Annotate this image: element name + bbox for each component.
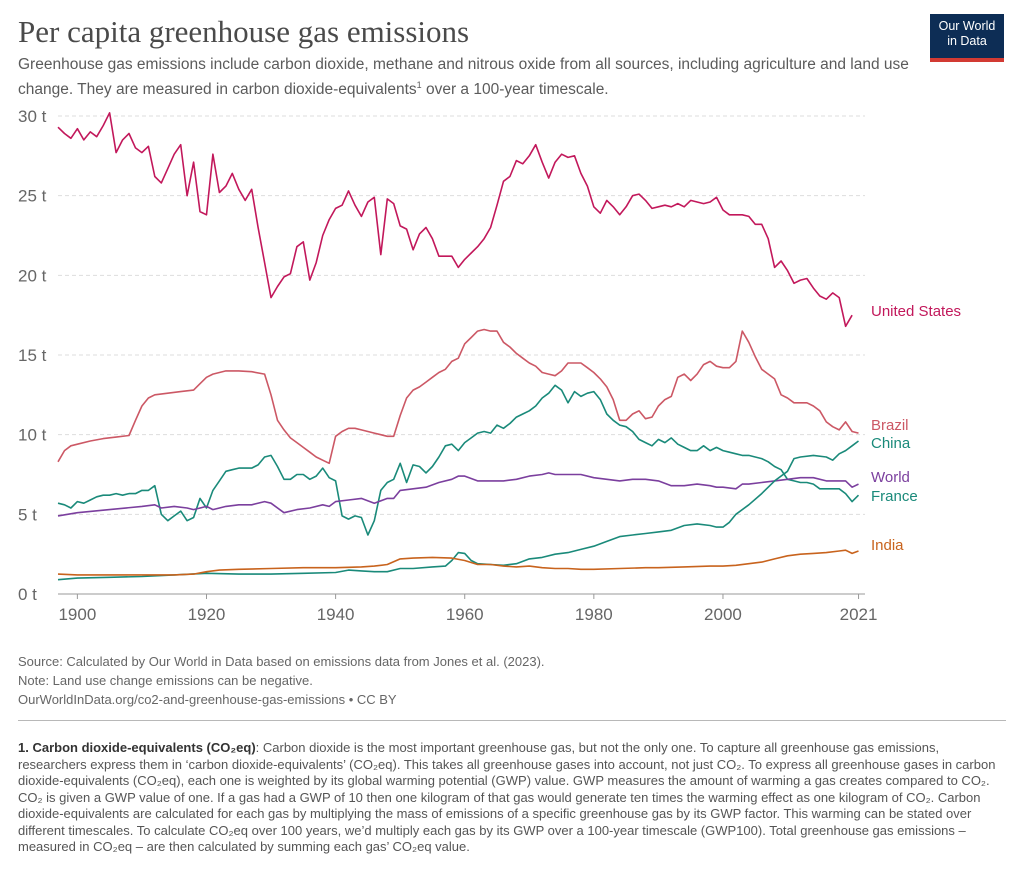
series-label-world[interactable]: World [871, 469, 910, 486]
footnote-marker[interactable]: 1 [416, 80, 422, 90]
source-text: Source: Calculated by Our World in Data … [18, 654, 545, 669]
series-label-united-states[interactable]: United States [871, 303, 961, 320]
y-tick-label: 0 t [18, 585, 37, 604]
logo-line-2: in Data [947, 34, 987, 48]
series-line-brazil[interactable] [57, 328, 859, 465]
y-tick-label: 10 t [18, 426, 47, 445]
subtitle-text: Greenhouse gas emissions include carbon … [18, 56, 909, 99]
y-tick-label: 5 t [18, 505, 37, 524]
series-line-china[interactable] [57, 384, 860, 536]
logo-line-1: Our World [938, 19, 996, 33]
note-text: Note: Land use change emissions can be n… [18, 673, 313, 688]
y-tick-label: 20 t [18, 266, 47, 285]
owid-logo[interactable]: Our World in Data [930, 14, 1004, 62]
line-chart: 0 t 5 t 10 t 15 t 20 t 25 t 30 t 1900 1920 1940 19… [18, 107, 961, 620]
x-tick-label: 1900 [58, 605, 96, 620]
url-text[interactable]: OurWorldInData.org/co2-and-greenhouse-ga… [18, 692, 397, 707]
series-line-france[interactable] [57, 440, 859, 581]
footnote-text: : Carbon dioxide is the most important g… [18, 740, 996, 854]
x-tick-label: 1920 [188, 605, 226, 620]
series-line-india[interactable] [57, 549, 859, 576]
x-tick-label: 1960 [446, 605, 484, 620]
y-tick-label: 30 t [18, 107, 47, 126]
series-label-india[interactable]: India [871, 537, 904, 554]
series-line-world[interactable] [57, 472, 859, 517]
footnote: 1. Carbon dioxide-equivalents (CO₂eq): C… [18, 740, 1006, 856]
y-tick-label: 25 t [18, 187, 47, 206]
series-line-united-states[interactable] [57, 112, 853, 328]
x-tick-label: 2000 [704, 605, 742, 620]
x-tick-label: 1940 [317, 605, 355, 620]
chart-subtitle: Greenhouse gas emissions include carbon … [18, 55, 918, 100]
x-tick-label: 1980 [575, 605, 613, 620]
series-label-france[interactable]: France [871, 488, 918, 505]
series-label-china[interactable]: China [871, 435, 911, 452]
y-tick-label: 15 t [18, 346, 47, 365]
subtitle-text-end: over a 100-year timescale. [421, 81, 609, 99]
footnote-term: 1. Carbon dioxide-equivalents (CO₂eq) [18, 740, 256, 755]
divider [18, 720, 1006, 721]
x-tick-label: 2021 [840, 605, 878, 620]
series-label-brazil[interactable]: Brazil [871, 417, 909, 434]
chart-title: Per capita greenhouse gas emissions [18, 14, 470, 49]
